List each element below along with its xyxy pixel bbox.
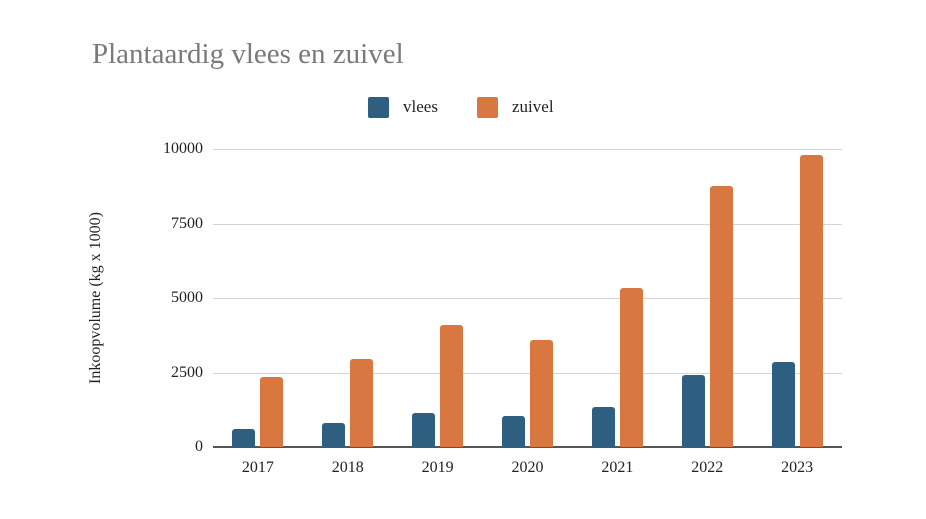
x-tick-label: 2018 [331,459,364,476]
legend-item-zuivel: zuivel [477,96,554,118]
gridline [213,298,842,299]
bar-zuivel-2018 [350,359,374,447]
y-tick-label: 7500 [171,214,203,232]
gridline [213,223,842,225]
x-axis-line [213,446,842,448]
legend-swatch-vlees [368,96,389,118]
bar-vlees-2018 [322,423,346,447]
y-tick-label: 2500 [171,363,203,381]
x-tick-label: 2023 [781,459,814,476]
bar-zuivel-2019 [440,324,464,447]
bar-vlees-2020 [502,415,525,447]
legend-label-zuivel: zuivel [512,97,554,116]
plot-area: 0 2500 5000 7500 10000 2017 2018 2019 2020 2021 20… [163,140,842,476]
bar-vlees-2023 [771,362,795,447]
y-tick-label: 5000 [171,289,203,306]
bar-zuivel-2017 [260,376,284,447]
gridline [213,372,842,374]
chart-title: Plantaardig vlees en zuivel [92,38,404,70]
x-tick-label: 2019 [421,459,454,476]
legend-swatch-zuivel [477,96,498,118]
y-axis-label: Inkoopvolume (kg x 1000) [87,212,104,384]
x-tick-label: 2021 [601,459,634,476]
legend-item-vlees: vlees [368,96,438,118]
gridline [213,149,842,150]
x-tick-label: 2017 [241,459,274,476]
x-tick-label: 2022 [691,459,724,476]
bar-vlees-2019 [412,412,436,447]
bar-zuivel-2022 [709,186,733,447]
bar-zuivel-2020 [530,339,553,447]
bar-vlees-2022 [681,375,705,447]
y-tick-label: 0 [195,438,203,455]
bar-vlees-2021 [591,406,615,447]
bar-vlees-2017 [232,429,256,447]
bar-zuivel-2023 [799,154,823,447]
bar-zuivel-2021 [619,287,643,447]
y-tick-label: 10000 [163,140,203,157]
x-tick-label: 2020 [511,459,544,476]
legend-label-vlees: vlees [403,97,438,116]
